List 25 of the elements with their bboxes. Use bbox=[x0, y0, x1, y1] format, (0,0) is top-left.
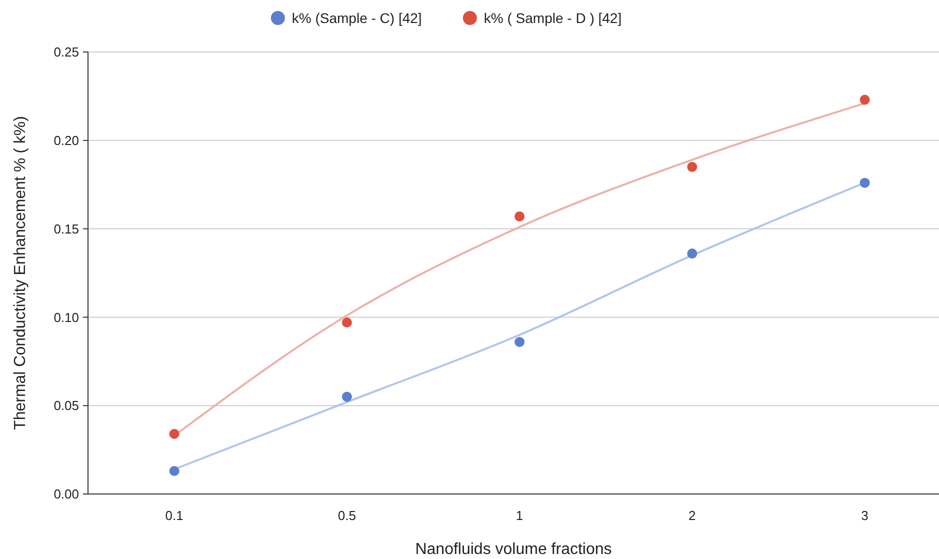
y-tick-label: 0.15 bbox=[54, 221, 79, 236]
point bbox=[514, 211, 525, 222]
x-tick-label: 1 bbox=[516, 508, 524, 523]
point bbox=[860, 178, 870, 188]
legend-label: k% ( Sample - D ) [42] bbox=[484, 10, 622, 26]
x-axis-title: Nanofluids volume fractions bbox=[415, 541, 612, 558]
y-tick-label: 0.25 bbox=[54, 44, 79, 60]
point bbox=[687, 248, 698, 259]
point bbox=[169, 428, 180, 439]
point bbox=[514, 336, 525, 347]
point bbox=[687, 162, 698, 172]
y-tick-label: 0.20 bbox=[54, 132, 79, 148]
y-tick-label: 0.05 bbox=[54, 398, 79, 414]
point bbox=[342, 318, 352, 328]
point bbox=[169, 466, 180, 476]
point bbox=[342, 392, 352, 402]
x-tick-label: 0.5 bbox=[338, 508, 356, 523]
y-tick-label: 0.10 bbox=[54, 310, 79, 325]
legend-label: k% (Sample - C) [42] bbox=[292, 10, 422, 26]
y-axis-title: Thermal Conductivity Enhancement % ( k%) bbox=[12, 116, 29, 430]
x-tick-label: 3 bbox=[861, 508, 868, 523]
point bbox=[860, 94, 870, 105]
y-tick-label: 0.00 bbox=[54, 486, 79, 502]
x-tick-label: 2 bbox=[688, 508, 696, 523]
x-tick-label: 0.1 bbox=[165, 508, 184, 523]
